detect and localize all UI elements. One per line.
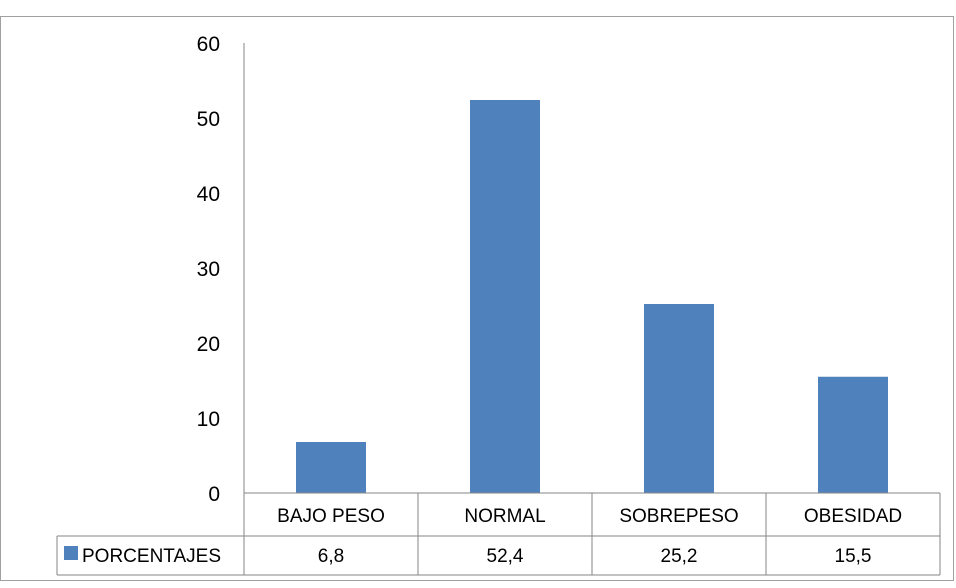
data-table-value: 25,2 (661, 546, 698, 567)
category-label: OBESIDAD (804, 506, 902, 527)
y-tick-label: 10 (197, 408, 220, 431)
bar (818, 376, 888, 493)
bar (470, 100, 540, 493)
category-label: SOBREPESO (619, 506, 738, 527)
bar (644, 304, 714, 493)
data-table-value: 52,4 (487, 546, 524, 567)
y-tick-label: 20 (197, 333, 220, 356)
data-table-value: 6,8 (318, 546, 344, 567)
legend-swatch (64, 546, 78, 560)
category-label: BAJO PESO (277, 506, 385, 527)
y-tick-label: 40 (197, 183, 220, 206)
category-label: NORMAL (464, 506, 545, 527)
plot-area: 0 10 20 30 40 50 60 BAJO PESO NORMAL SOBREPESO OBE… (56, 33, 941, 576)
y-tick-label: 50 (197, 108, 220, 131)
y-tick-label: 30 (197, 258, 220, 281)
data-table-value: 15,5 (835, 546, 872, 567)
legend-label: PORCENTAJES (82, 546, 221, 567)
bar (296, 442, 366, 493)
y-tick-label: 60 (197, 33, 220, 56)
y-tick-label: 0 (208, 483, 220, 506)
